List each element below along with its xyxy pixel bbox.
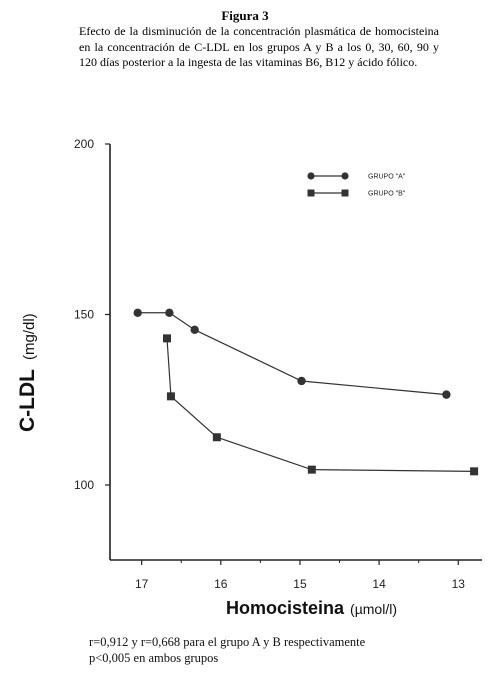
x-tick-label: 13 (452, 577, 466, 591)
legend-marker-a (307, 172, 315, 180)
data-point-a (297, 376, 306, 386)
data-point-b (166, 392, 175, 401)
y-axis-title: C-LDL(mg/dl) (16, 313, 39, 432)
legend-label-b: GRUPO "B" (368, 191, 406, 198)
data-point-b (307, 465, 316, 474)
footnote-significance: p<0,005 en ambos grupos (89, 651, 219, 665)
data-point-a (165, 308, 174, 317)
chart-legend: GRUPO "A" GRUPO "B" (307, 172, 406, 198)
x-axis-title: Homocisteina (µmol/l) (226, 598, 397, 618)
legend-marker-b (341, 189, 349, 197)
chart-ticks: 100 150 200 17 16 15 14 13 (74, 137, 465, 591)
legend-label-a: GRUPO "A" (368, 174, 406, 181)
x-tick-label: 14 (372, 577, 386, 591)
figure-footnote: r=0,912 y r=0,668 para el grupo A y B re… (89, 634, 484, 666)
legend-marker-b (307, 189, 315, 197)
legend-marker-a (341, 172, 349, 180)
series-line-a (137, 312, 447, 396)
figure-caption: Efecto de la disminución de la concentra… (79, 24, 439, 69)
x-tick-label: 15 (293, 577, 307, 591)
series-line-b (166, 338, 475, 472)
y-tick-label: 200 (74, 137, 94, 151)
data-point-a (133, 308, 142, 317)
chart-axes (109, 144, 482, 561)
y-tick-label: 150 (74, 307, 94, 321)
y-tick-label: 100 (74, 478, 94, 492)
footnote-correlation: r=0,912 y r=0,668 para el grupo A y B re… (89, 635, 366, 649)
data-point-b (212, 433, 221, 442)
x-tick-label: 16 (214, 577, 228, 591)
data-point-a (442, 390, 451, 399)
figure-title: Figura 3 (221, 8, 269, 23)
x-tick-label: 17 (135, 577, 149, 591)
chart-series (133, 308, 479, 476)
chart-axis-titles: Homocisteina (µmol/l) C-LDL(mg/dl) (16, 313, 397, 618)
data-point-a (190, 325, 199, 335)
data-point-b (470, 467, 479, 476)
data-point-b (162, 334, 171, 343)
